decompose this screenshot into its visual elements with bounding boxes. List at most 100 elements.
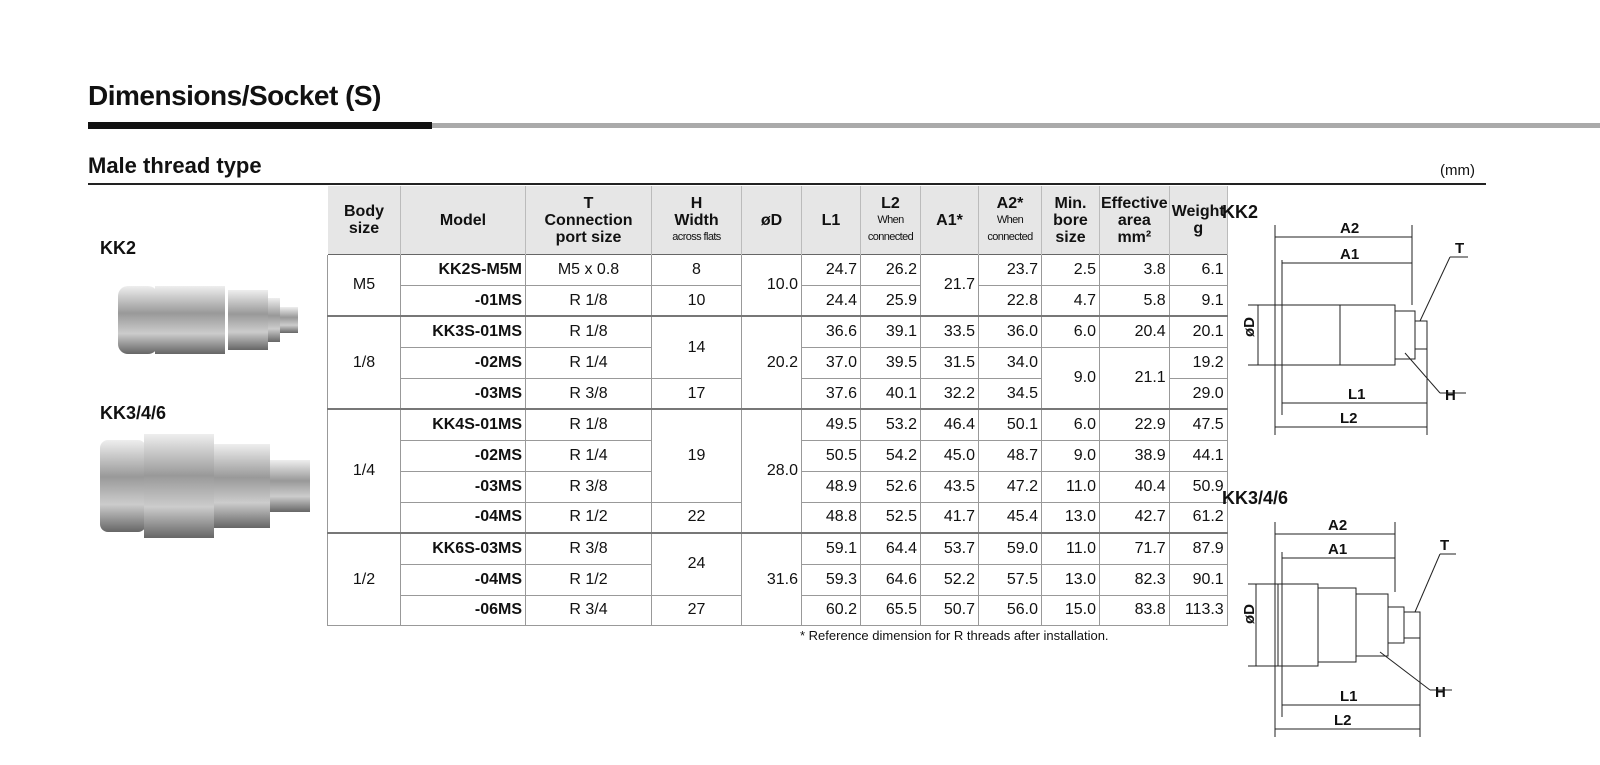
table-cell: 64.6 bbox=[860, 563, 921, 596]
table-cell: R 1/8 bbox=[525, 315, 652, 349]
header-line: area bbox=[1117, 211, 1151, 229]
table-cell: 4.7 bbox=[1041, 284, 1100, 317]
header-line: A1* bbox=[936, 211, 963, 229]
table-cell: 60.2 bbox=[801, 594, 861, 627]
table-cell: 45.4 bbox=[978, 501, 1042, 534]
table-cell: 113.3 bbox=[1168, 594, 1228, 627]
table-cell: 59.1 bbox=[801, 532, 861, 565]
table-cell: 53.2 bbox=[860, 408, 921, 442]
table-cell: 25.9 bbox=[860, 284, 921, 317]
table-cell: 22.9 bbox=[1099, 408, 1170, 442]
table-cell: M5 bbox=[327, 254, 401, 317]
table-cell: 54.2 bbox=[860, 440, 921, 472]
table-cell: 57.5 bbox=[978, 563, 1042, 596]
header-line: A2* bbox=[996, 194, 1024, 212]
header-line: port size bbox=[555, 228, 622, 246]
dim-l1: L1 bbox=[1348, 386, 1366, 403]
table-cell: 5.8 bbox=[1099, 284, 1170, 317]
table-cell: 1/8 bbox=[327, 315, 401, 410]
table-cell: 37.6 bbox=[801, 377, 861, 410]
table-cell: -03MS bbox=[400, 470, 526, 503]
table-cell: R 3/8 bbox=[525, 532, 652, 565]
table-row: -06MS R 3/4 27 60.2 65.5 50.7 56.0 15.0 83.8 113.… bbox=[328, 594, 1228, 627]
table-cell: M5 x 0.8 bbox=[525, 254, 652, 286]
table-cell: 50.1 bbox=[978, 408, 1042, 442]
table-cell: 9.0 bbox=[1041, 347, 1100, 410]
table-cell: 9.1 bbox=[1168, 284, 1228, 317]
table-cell: 59.0 bbox=[978, 532, 1042, 565]
table-cell: 83.8 bbox=[1099, 594, 1170, 627]
table-cell: 1/4 bbox=[327, 408, 401, 534]
table-cell: 10 bbox=[651, 284, 742, 317]
table-cell: 29.0 bbox=[1168, 377, 1228, 410]
table-cell: R 1/4 bbox=[525, 440, 652, 472]
table-cell: 23.7 bbox=[978, 254, 1042, 286]
header-line: When bbox=[996, 213, 1024, 226]
table-cell: R 3/8 bbox=[525, 470, 652, 503]
dim-a1: A1 bbox=[1340, 246, 1359, 263]
header-line: øD bbox=[760, 211, 783, 229]
table-cell: 47.5 bbox=[1168, 408, 1228, 442]
table-cell: 24.7 bbox=[801, 254, 861, 286]
dim-t: T bbox=[1455, 240, 1464, 257]
table-cell: 31.5 bbox=[920, 347, 979, 379]
table-cell: R 1/8 bbox=[525, 408, 652, 442]
table-cell: 37.0 bbox=[801, 347, 861, 379]
table-cell: 9.0 bbox=[1041, 440, 1100, 472]
table-cell: 38.9 bbox=[1099, 440, 1170, 472]
header-line: L2 bbox=[881, 194, 900, 212]
table-cell: 6.0 bbox=[1041, 315, 1100, 349]
table-cell: -01MS bbox=[400, 284, 526, 317]
table-cell: 20.1 bbox=[1168, 315, 1228, 349]
header-line: Body bbox=[344, 203, 384, 220]
header-line: When bbox=[877, 213, 904, 226]
unit-label: (mm) bbox=[1440, 162, 1475, 179]
table-cell: 47.2 bbox=[978, 470, 1042, 503]
column-header: Min. bore size bbox=[1041, 186, 1100, 255]
dim-a1: A1 bbox=[1328, 541, 1347, 558]
dim-d: øD bbox=[1241, 604, 1258, 624]
column-header: Model bbox=[400, 186, 526, 255]
title-rule-gray bbox=[432, 123, 1600, 128]
table-cell: 6.0 bbox=[1041, 408, 1100, 442]
table-cell: -02MS bbox=[400, 347, 526, 379]
dimensions-table: Body size Model T Connection port size H Width a… bbox=[327, 186, 1228, 627]
table-cell: 33.5 bbox=[920, 315, 979, 349]
table-cell: 48.7 bbox=[978, 440, 1042, 472]
table-cell: 59.3 bbox=[801, 563, 861, 596]
header-line: size bbox=[1055, 228, 1086, 246]
header-line: T bbox=[583, 194, 594, 212]
table-cell: 40.4 bbox=[1099, 470, 1170, 503]
section-rule bbox=[88, 183, 1486, 185]
header-line: mm² bbox=[1117, 228, 1152, 246]
table-cell: 65.5 bbox=[860, 594, 921, 627]
table-cell: 56.0 bbox=[978, 594, 1042, 627]
table-cell: 49.5 bbox=[801, 408, 861, 442]
table-cell: 1/2 bbox=[327, 532, 401, 627]
table-cell: 42.7 bbox=[1099, 501, 1170, 534]
table-cell: KK3S-01MS bbox=[400, 315, 526, 349]
table-cell: 40.1 bbox=[860, 377, 921, 410]
title-rule bbox=[88, 122, 432, 129]
table-cell: 14 bbox=[651, 315, 742, 379]
header-line: Connection bbox=[544, 211, 633, 229]
column-header: øD bbox=[741, 186, 802, 255]
dim-t: T bbox=[1440, 537, 1449, 554]
table-cell: 19.2 bbox=[1168, 347, 1228, 379]
table-row: -04MS R 1/2 22 48.8 52.5 41.7 45.4 13.0 42.7 61.2 bbox=[328, 501, 1228, 534]
table-cell: 11.0 bbox=[1041, 532, 1100, 565]
table-cell: 41.7 bbox=[920, 501, 979, 534]
table-cell: 24.4 bbox=[801, 284, 861, 317]
dim-h: H bbox=[1435, 684, 1446, 701]
table-cell: 44.1 bbox=[1168, 440, 1228, 472]
header-line: across flats bbox=[672, 230, 721, 243]
table-cell: R 3/8 bbox=[525, 377, 652, 410]
table-row: 1/4 KK4S-01MS R 1/8 19 28.0 49.5 53.2 46.4 50.1 6… bbox=[327, 408, 1228, 534]
kk346-photo bbox=[100, 434, 310, 538]
table-cell: 15.0 bbox=[1041, 594, 1100, 627]
header-line: Min. bbox=[1054, 194, 1087, 212]
table-cell: 3.8 bbox=[1099, 254, 1170, 286]
column-header: Effective area mm² bbox=[1099, 186, 1170, 255]
dim-a2: A2 bbox=[1340, 220, 1359, 237]
table-cell: 17 bbox=[651, 377, 742, 410]
